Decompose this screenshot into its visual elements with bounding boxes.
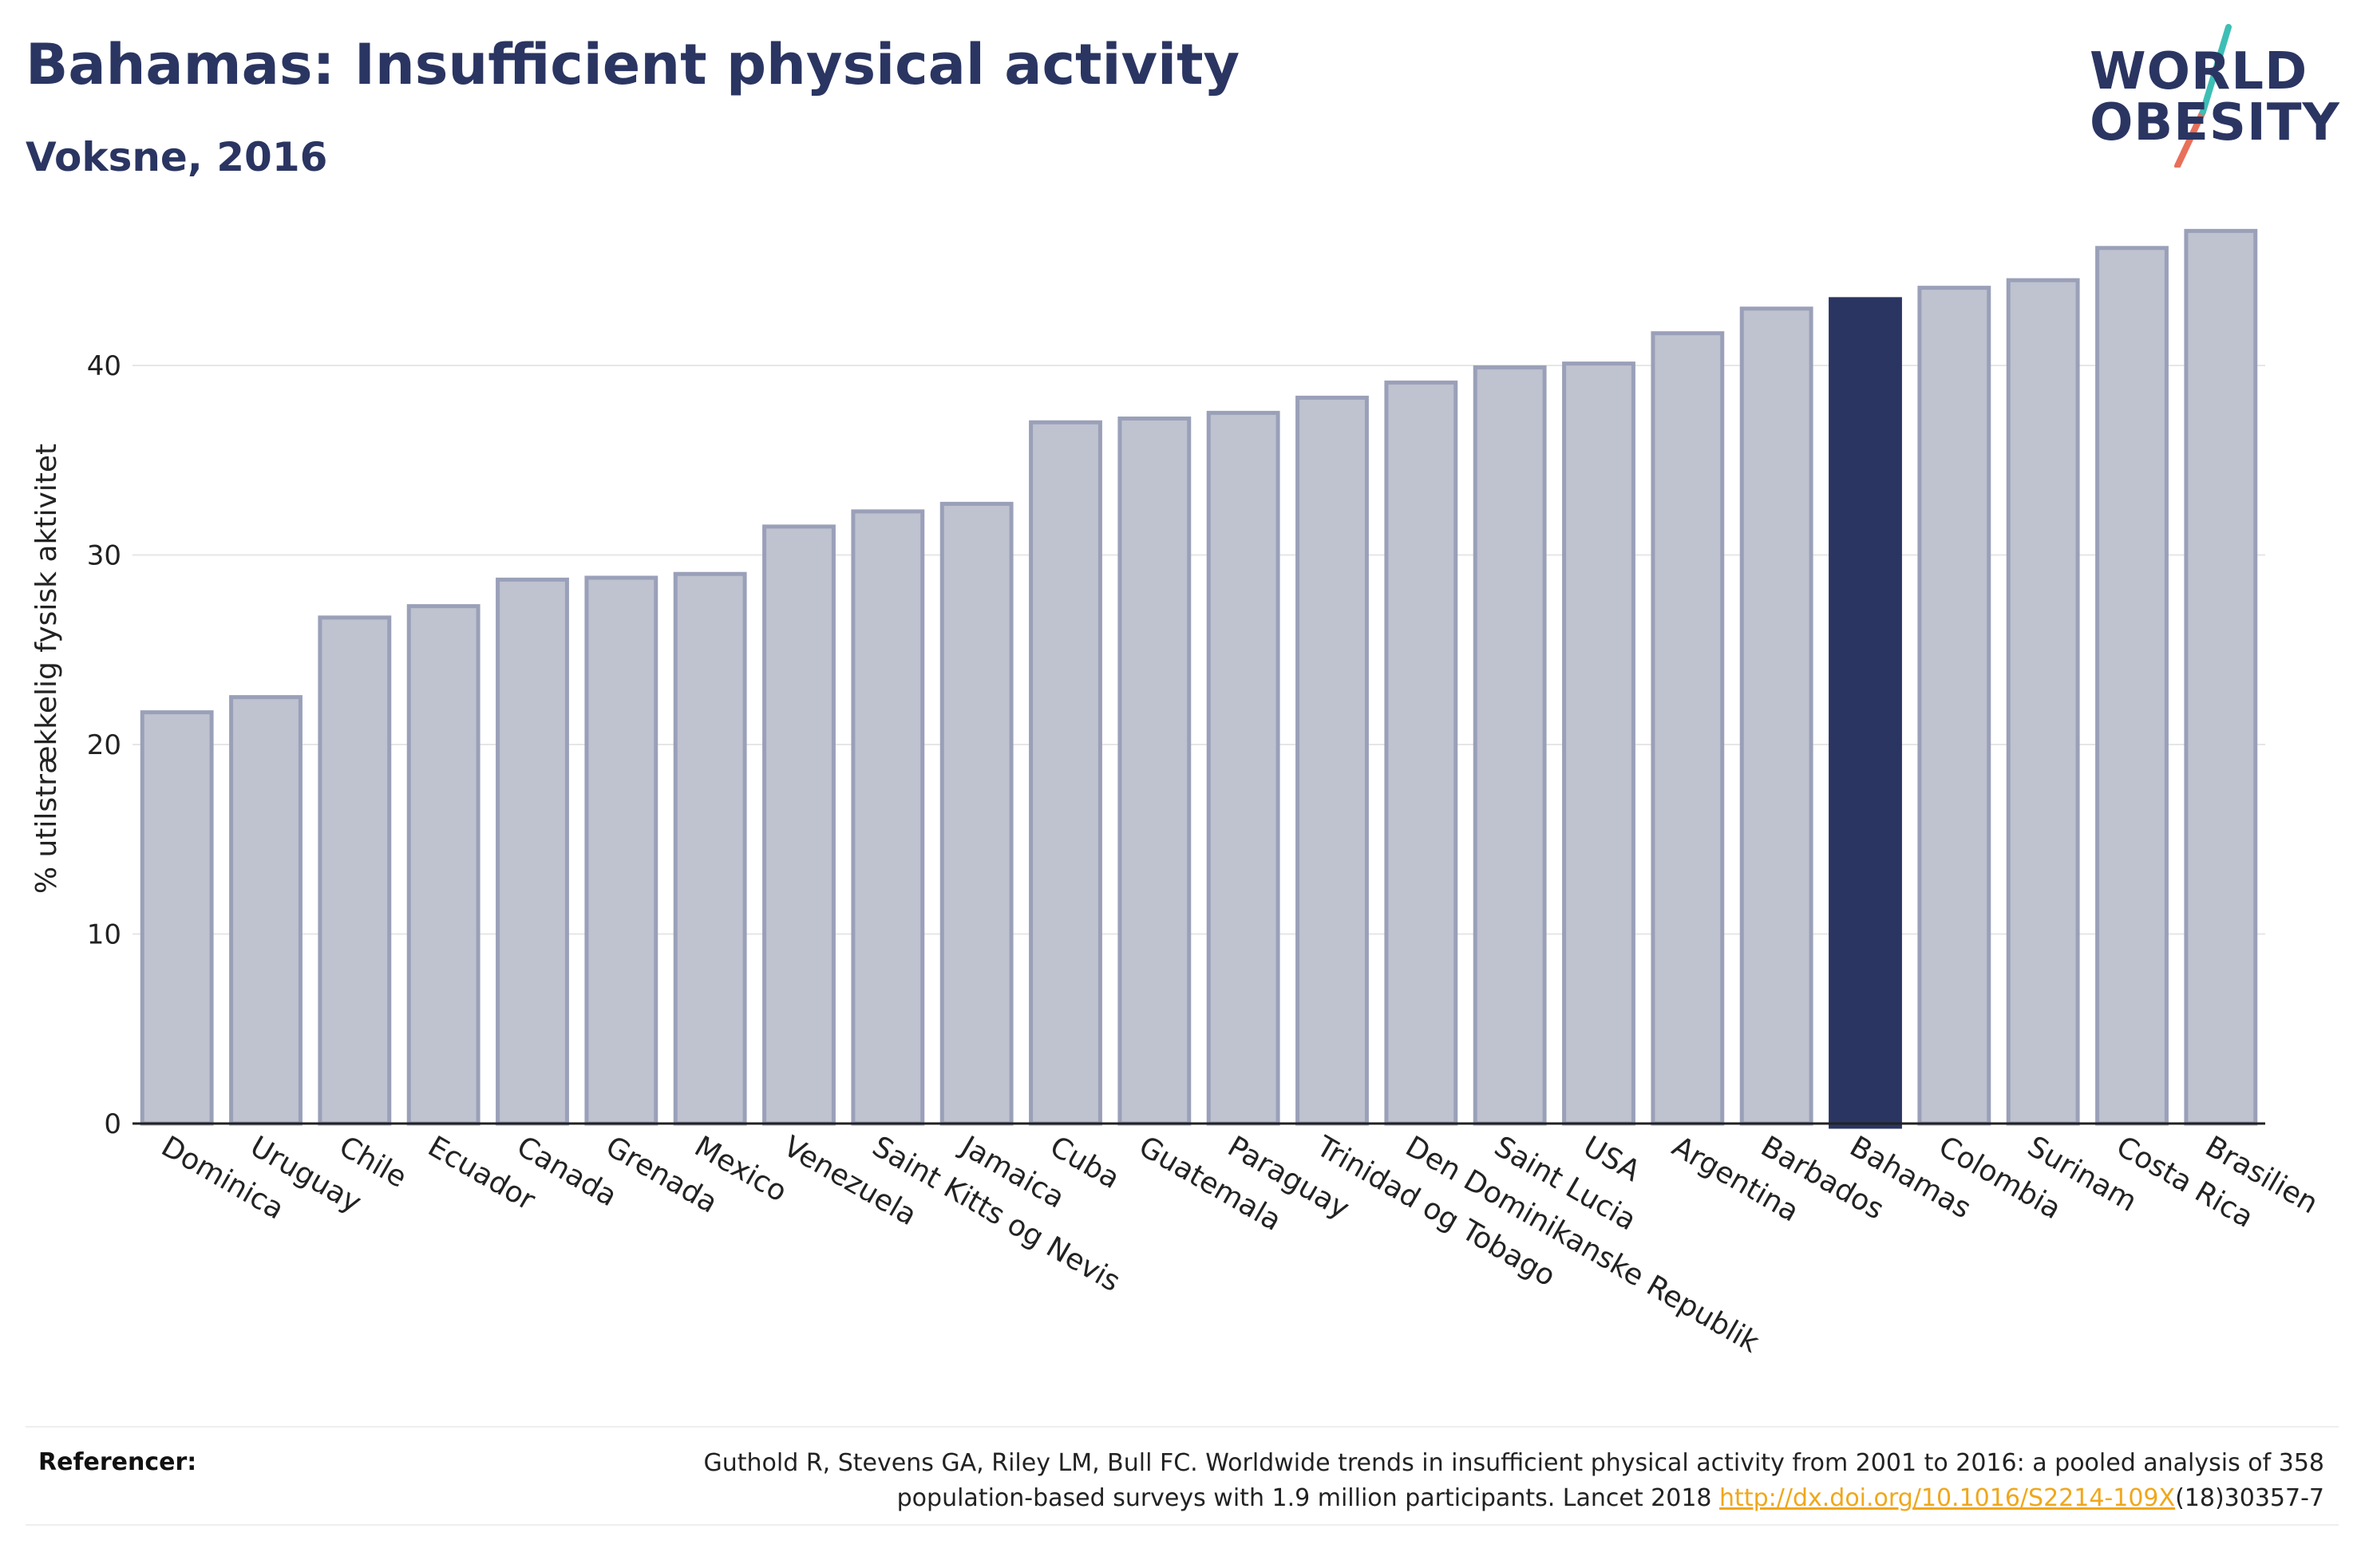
bar-den-dominikanske-republik — [1384, 380, 1458, 1126]
y-tick-label: 40 — [87, 350, 121, 382]
logo-slash-icon — [2174, 24, 2232, 168]
bar-dominica — [140, 710, 214, 1126]
y-tick-label: 10 — [87, 919, 121, 951]
bar-costa-rica — [2095, 246, 2169, 1126]
chart-subtitle: Voksne, 2016 — [26, 134, 328, 180]
reference-text: Guthold R, Stevens GA, Riley LM, Bull FC… — [488, 1446, 2324, 1516]
footer-divider-bottom — [26, 1524, 2339, 1526]
bar-brasilien — [2184, 228, 2258, 1126]
logo-text-world: WORLD — [2090, 42, 2308, 101]
bar-canada — [496, 577, 569, 1126]
bar-saint-kitts-og-nevis — [851, 509, 925, 1126]
y-axis-title: % utilstrækkelig fysisk aktivitet — [30, 444, 63, 894]
bar-barbados — [1739, 306, 1813, 1126]
bar-colombia — [1917, 286, 1991, 1126]
world-obesity-logo: WORLD OBESITY — [2083, 24, 2347, 168]
bar-ecuador — [406, 604, 481, 1126]
bar-trinidad-og-tobago — [1295, 395, 1369, 1126]
logo-text-obesity: OBESITY — [2090, 93, 2340, 152]
chart-title: Bahamas: Insufficient physical activity — [26, 32, 1240, 97]
bar-saint-lucia — [1473, 365, 1547, 1126]
bar-uruguay — [229, 695, 303, 1126]
y-tick-label: 0 — [104, 1108, 121, 1140]
footer-divider-top — [26, 1426, 2339, 1428]
y-tick-label: 30 — [87, 540, 121, 572]
reference-line-2: population-based surveys with 1.9 millio… — [896, 1484, 1720, 1512]
bar-mexico — [673, 571, 747, 1126]
bar-usa — [1562, 361, 1635, 1126]
bar-bahamas — [1829, 297, 1902, 1129]
y-tick-label: 20 — [87, 729, 121, 761]
reference-line-1: Guthold R, Stevens GA, Riley LM, Bull FC… — [703, 1449, 2324, 1477]
bar-surinam — [2006, 278, 2080, 1126]
bar-argentina — [1651, 331, 1725, 1126]
doi-link[interactable]: http://dx.doi.org/10.1016/S2214-109X — [1719, 1484, 2176, 1512]
bar-chile — [318, 615, 392, 1126]
bar-grenada — [584, 575, 658, 1126]
reference-line-2-end: (18)30357-7 — [2175, 1484, 2324, 1512]
bar-cuba — [1029, 420, 1102, 1126]
bar-paraguay — [1206, 410, 1280, 1126]
references-label: Referencer: — [38, 1448, 197, 1476]
bar-chart: 0 10 20 30 40 % utilstrækkelig fysisk aktivit… — [30, 228, 2323, 1360]
bar-venezuela — [762, 524, 836, 1126]
bar-guatemala — [1117, 417, 1192, 1126]
bar-jamaica — [939, 501, 1014, 1126]
